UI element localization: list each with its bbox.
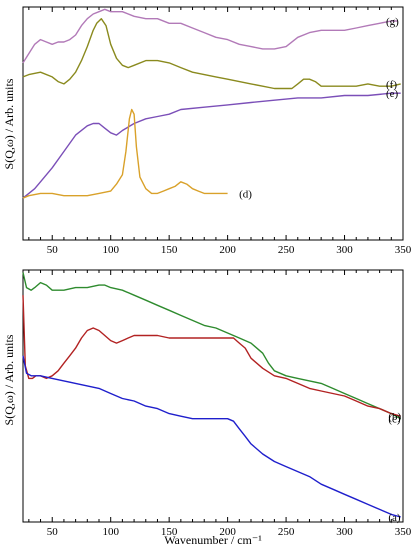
series-line-f — [22, 18, 401, 90]
bottom-curve-labels: (c)(b) (a) — [388, 411, 401, 524]
top-plot-frame — [22, 6, 404, 241]
bottom-x-ticks — [28, 270, 404, 522]
top-curve-labels: (g) (f)(e) (d) — [239, 16, 399, 200]
curve-label-d: (d) — [239, 188, 252, 200]
top-x-ticks — [28, 7, 404, 240]
x-tick-label: 250 — [278, 526, 295, 538]
series-line-g — [22, 8, 398, 64]
bottom-x-tick-labels: 50 100 150 200 250 300 350 — [47, 526, 412, 538]
series-line-a — [22, 355, 401, 518]
bottom-x-axis-title: Wavenumber / cm⁻¹ — [164, 533, 262, 547]
top-panel: 50 100 150 200 250 300 350 (g) (f)(e) (d) S(Q,ω)… — [2, 6, 412, 256]
bottom-y-axis-title: S(Q,ω) / Arb. units — [2, 334, 16, 425]
x-tick-label: 100 — [102, 244, 119, 256]
curve-label-e: (e) — [386, 88, 399, 100]
bottom-series-group — [22, 272, 402, 518]
x-tick-label: 150 — [161, 244, 178, 256]
x-tick-label: 50 — [47, 244, 59, 256]
x-tick-label: 350 — [395, 244, 412, 256]
series-line-b — [22, 295, 401, 417]
series-line-c — [22, 272, 402, 420]
x-tick-label: 150 — [161, 526, 178, 538]
top-series-group — [22, 8, 401, 199]
curve-label-a: (a) — [388, 512, 401, 524]
curve-label-g: (g) — [386, 16, 399, 28]
curve-label-b: (b) — [388, 411, 401, 423]
x-tick-label: 100 — [102, 526, 119, 538]
x-tick-label: 250 — [278, 244, 295, 256]
curve-label-f: (f) — [386, 79, 397, 91]
bottom-panel: 50 100 150 200 250 300 350 (c)(b) (a) S(Q,ω) / … — [2, 269, 412, 547]
curve-label-c: (c) — [388, 414, 401, 426]
x-tick-label: 350 — [395, 526, 412, 538]
x-tick-label: 300 — [336, 526, 353, 538]
top-x-tick-labels: 50 100 150 200 250 300 350 — [47, 244, 412, 256]
x-tick-label: 300 — [336, 244, 353, 256]
x-tick-label: 50 — [47, 526, 59, 538]
series-line-e — [22, 92, 401, 199]
x-tick-label: 200 — [219, 526, 236, 538]
top-y-axis-title: S(Q,ω) / Arb. units — [2, 78, 16, 169]
x-tick-label: 200 — [219, 244, 236, 256]
bottom-plot-frame — [22, 269, 404, 523]
series-line-d — [22, 108, 228, 199]
